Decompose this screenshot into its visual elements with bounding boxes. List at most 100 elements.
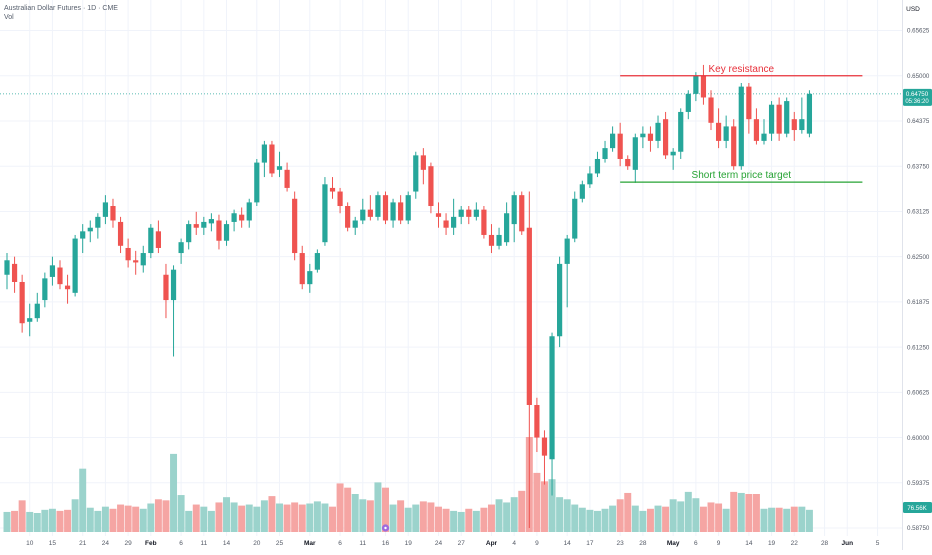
volume-bar [33, 513, 41, 532]
candle [435, 202, 442, 228]
volume-bar [185, 510, 193, 532]
volume-bar [291, 502, 299, 532]
candle [102, 195, 109, 225]
volume-bar [86, 507, 94, 532]
candle [117, 216, 124, 254]
candle [110, 198, 116, 228]
price-tick-label: 0.58750 [907, 525, 930, 532]
volume-bar [101, 506, 109, 532]
time-tick-label: 22 [791, 540, 799, 547]
volume-bar [684, 491, 692, 532]
time-tick-label: 25 [276, 540, 284, 547]
candle-body [625, 158, 631, 167]
volume-bar [715, 503, 723, 532]
candle [693, 72, 699, 102]
chart-legend: Australian Dollar Futures · 1D · CME Vol [4, 4, 118, 22]
candle-body [768, 104, 775, 134]
volume-bar [109, 508, 117, 532]
candle-body [541, 437, 548, 456]
volume-bar [745, 494, 753, 532]
price-axis[interactable]: USD 0.656250.650000.643750.637500.631250… [906, 6, 930, 532]
candle-body [148, 227, 154, 254]
candle [443, 213, 449, 235]
current-price-tag [903, 88, 932, 106]
candle [269, 140, 275, 178]
time-tick-label: 9 [535, 540, 539, 547]
candle [223, 220, 230, 246]
volume-tag [903, 502, 932, 513]
candle-body [178, 242, 184, 254]
candle [367, 195, 373, 221]
candle [594, 151, 601, 178]
volume-bar [344, 487, 352, 532]
volume-bar [389, 504, 397, 532]
candle-body [223, 224, 230, 241]
candle-body [246, 202, 252, 221]
candle [496, 227, 502, 250]
candle [806, 90, 813, 138]
volume-bar [306, 503, 314, 532]
candle [738, 83, 744, 170]
candle [662, 111, 669, 159]
candle [420, 148, 426, 185]
candle-body [95, 216, 101, 228]
time-tick-label: 23 [617, 540, 625, 547]
time-tick-label: 6 [179, 540, 183, 547]
candle-body [49, 265, 56, 277]
target-label: Short term price target [692, 170, 792, 181]
time-tick-label: 19 [768, 540, 776, 547]
candle-body [610, 133, 616, 149]
volume-value: 76.56K [907, 505, 927, 512]
volume-bar [571, 504, 579, 532]
candle-body [806, 93, 813, 134]
candle-body [322, 184, 328, 243]
volume-bar [419, 501, 427, 532]
price-tags: 0.64750 05:36:20 76.56K [903, 88, 932, 513]
candle-body [80, 231, 86, 239]
candle-body [284, 169, 290, 188]
candle-body [261, 144, 267, 163]
time-tick-label: 28 [821, 540, 829, 547]
price-tick-label: 0.60000 [907, 435, 930, 442]
candle [488, 224, 495, 254]
volume-bar [94, 510, 102, 532]
candle [11, 256, 18, 293]
candle-body [42, 278, 48, 301]
candle [481, 206, 487, 239]
volume-bar [616, 499, 624, 532]
candle-body [458, 209, 464, 217]
time-axis[interactable]: 10 15 21 24 29 Feb 6 11 14 20 25 Mar 6 11 16 19 24 27 Apr 4… [26, 524, 880, 547]
candle-body [428, 166, 434, 207]
volume-bar [578, 507, 586, 532]
price-tick-label: 0.61250 [907, 344, 930, 351]
candle-body [776, 104, 782, 134]
volume-bar [480, 507, 488, 532]
candle [610, 126, 616, 152]
candle-body [307, 271, 313, 285]
candle [80, 224, 86, 254]
candle-body [64, 285, 71, 290]
time-tick-label: 9 [717, 540, 721, 547]
candle-body [201, 221, 207, 228]
candle-body [662, 119, 669, 156]
countdown-value: 05:36:20 [905, 99, 929, 105]
candle-body [466, 209, 472, 217]
volume-bar [238, 505, 246, 532]
volume-bar [654, 505, 662, 532]
volume-bar [230, 502, 238, 532]
current-price-value: 0.64750 [906, 91, 929, 98]
candle-body [784, 101, 790, 134]
candle [617, 122, 623, 167]
volume-bar [495, 499, 503, 532]
candle-body [557, 263, 563, 337]
candle [685, 90, 691, 120]
candle [125, 238, 131, 268]
volume-indicator-label: Vol [4, 14, 14, 21]
candle [700, 64, 707, 105]
candle [329, 177, 336, 199]
volume-bar [298, 504, 306, 532]
volume-bar [117, 504, 125, 532]
grid [0, 0, 903, 550]
